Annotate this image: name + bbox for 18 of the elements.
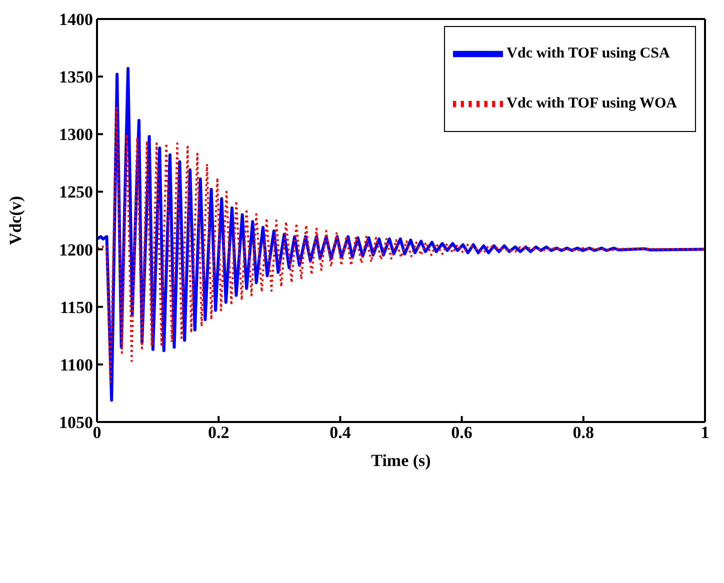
- y-tick-label: 1250: [59, 182, 93, 202]
- legend-label: Vdc with TOF using WOA: [506, 95, 677, 112]
- x-tick-label: 0.8: [572, 423, 594, 442]
- y-tick-label: 1150: [60, 298, 93, 317]
- y-tick-label: 1400: [59, 10, 93, 30]
- x-tick-label: 1: [700, 423, 710, 442]
- legend-label: Vdc with TOF using CSA: [506, 45, 670, 62]
- x-axis-title: Time (s): [371, 451, 431, 470]
- x-tick-label: 0: [92, 423, 102, 442]
- y-tick-label: 1300: [59, 125, 93, 144]
- y-tick-label: 1100: [60, 355, 93, 374]
- y-tick-label: 1050: [59, 413, 93, 432]
- x-tick-label: 0.2: [208, 423, 230, 442]
- y-tick-label: 1200: [59, 240, 93, 260]
- x-tick-label: 0.4: [330, 423, 352, 442]
- y-axis-title: Vdc(v): [6, 196, 26, 246]
- x-tick-label: 0.6: [451, 423, 472, 442]
- y-tick-label: 1350: [59, 68, 93, 87]
